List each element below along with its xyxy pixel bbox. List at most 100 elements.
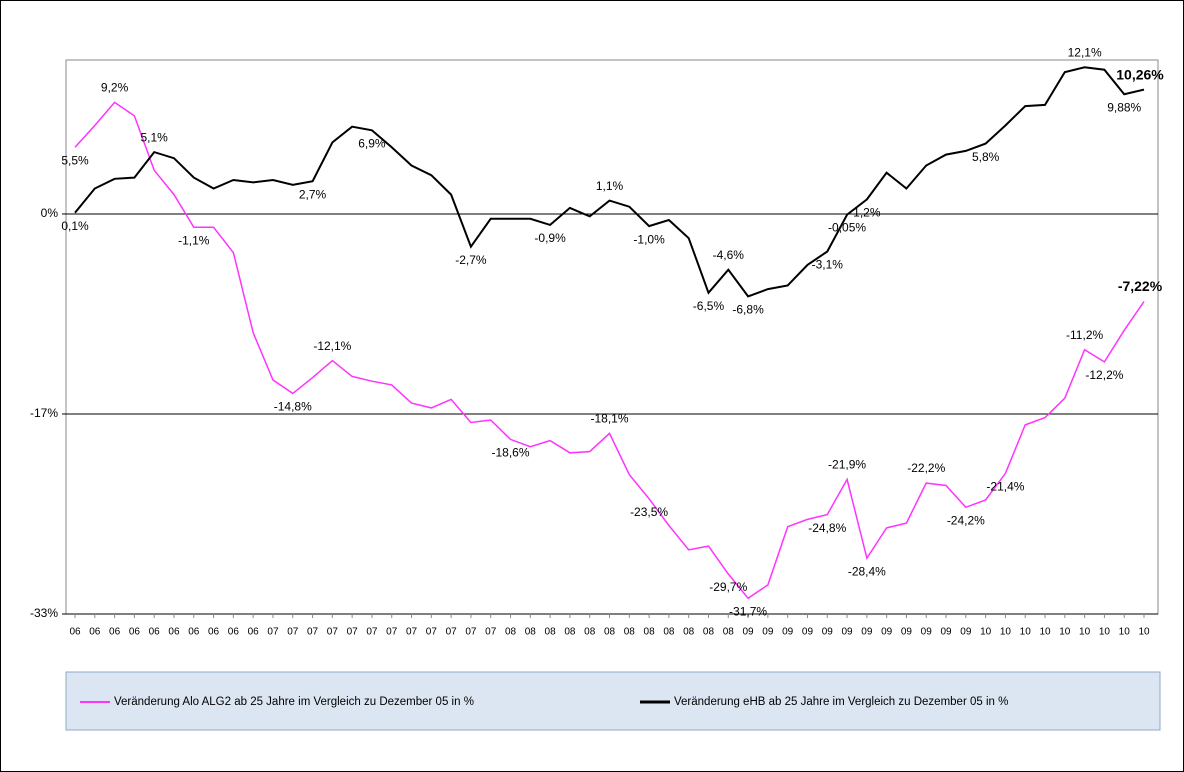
x-tick-label: 06	[228, 627, 240, 638]
data-label: 12,1%	[1068, 45, 1102, 59]
x-tick-label: 10	[1000, 627, 1012, 638]
x-tick-label: 09	[802, 627, 814, 638]
x-tick-label: 08	[545, 627, 557, 638]
x-tick-label: 09	[762, 627, 774, 638]
data-label: -12,1%	[313, 339, 351, 353]
x-tick-label: 07	[307, 627, 319, 638]
x-tick-label: 07	[267, 627, 279, 638]
data-label: -12,2%	[1085, 368, 1123, 382]
x-tick-label: 07	[465, 627, 477, 638]
x-tick-label: 09	[921, 627, 933, 638]
data-label: -3,1%	[812, 258, 844, 272]
data-label: 0,1%	[61, 219, 89, 233]
data-label: -22,2%	[907, 461, 945, 475]
data-label: -23,5%	[630, 505, 668, 519]
x-tick-label: 08	[723, 627, 735, 638]
x-tick-label: 09	[960, 627, 972, 638]
x-tick-label: 10	[1119, 627, 1131, 638]
data-label: 2,7%	[299, 187, 327, 201]
x-tick-label: 08	[505, 627, 517, 638]
x-tick-label: 07	[366, 627, 378, 638]
series-line	[74, 101, 1145, 600]
x-tick-label: 09	[901, 627, 913, 638]
data-label: -0,9%	[534, 231, 566, 245]
x-tick-label: 08	[624, 627, 636, 638]
x-tick-label: 08	[604, 627, 616, 638]
x-tick-label: 07	[446, 627, 458, 638]
data-label: 9,2%	[101, 81, 129, 95]
x-tick-label: 08	[703, 627, 715, 638]
x-tick-label: 07	[485, 627, 497, 638]
x-tick-label: 07	[327, 627, 339, 638]
x-tick-label: 06	[208, 627, 220, 638]
x-tick-label: 08	[564, 627, 576, 638]
y-tick-label: -17%	[30, 406, 58, 420]
data-label: -1,0%	[633, 232, 665, 246]
data-label: 6,9%	[358, 136, 386, 150]
data-label: -0,05%	[828, 221, 866, 235]
data-label: -2,7%	[455, 253, 487, 267]
x-tick-label: 10	[1138, 627, 1150, 638]
x-tick-label: 09	[822, 627, 834, 638]
x-tick-label: 10	[1039, 627, 1051, 638]
data-label: 5,8%	[972, 150, 1000, 164]
x-tick-label: 08	[663, 627, 675, 638]
x-tick-label: 06	[129, 627, 141, 638]
x-tick-label: 10	[1099, 627, 1111, 638]
x-tick-label: 10	[1059, 627, 1071, 638]
data-label: -7,22%	[1118, 278, 1163, 294]
data-label: -6,5%	[693, 299, 725, 313]
data-label: -24,8%	[808, 521, 846, 535]
data-label: -29,7%	[709, 580, 747, 594]
data-label: -6,8%	[732, 303, 764, 317]
x-tick-label: 06	[168, 627, 180, 638]
data-label: -4,6%	[713, 248, 745, 262]
x-tick-label: 06	[89, 627, 101, 638]
data-label: 10,26%	[1116, 66, 1164, 82]
x-tick-label: 06	[188, 627, 200, 638]
x-tick-label: 09	[940, 627, 952, 638]
data-label: -14,8%	[274, 400, 312, 414]
x-tick-label: 09	[861, 627, 873, 638]
x-tick-label: 09	[841, 627, 853, 638]
data-label: 1,2%	[853, 206, 881, 220]
x-tick-label: 10	[1020, 627, 1032, 638]
data-label: -21,4%	[986, 480, 1024, 494]
data-label: 5,5%	[61, 153, 89, 167]
x-tick-label: 06	[248, 627, 260, 638]
data-label: -31,7%	[729, 604, 767, 618]
x-tick-label: 08	[644, 627, 656, 638]
data-label: -1,1%	[178, 233, 210, 247]
x-tick-label: 08	[683, 627, 695, 638]
data-label: 5,1%	[141, 130, 169, 144]
x-tick-label: 08	[584, 627, 596, 638]
x-tick-label: 09	[743, 627, 755, 638]
data-label: 1,1%	[596, 179, 624, 193]
data-label: -24,2%	[947, 513, 985, 527]
data-label: -18,6%	[492, 446, 530, 460]
data-label: 9,88%	[1107, 100, 1141, 114]
x-tick-label: 06	[69, 627, 81, 638]
x-tick-label: 09	[881, 627, 893, 638]
y-tick-label: -33%	[30, 606, 58, 620]
x-tick-label: 10	[1079, 627, 1091, 638]
data-label: -21,9%	[828, 458, 866, 472]
x-tick-label: 08	[525, 627, 537, 638]
x-tick-label: 07	[386, 627, 398, 638]
series-line	[74, 66, 1145, 298]
data-label: -11,2%	[1066, 328, 1103, 342]
legend-label: Veränderung Alo ALG2 ab 25 Jahre im Verg…	[114, 696, 474, 708]
x-tick-label: 09	[782, 627, 794, 638]
data-label: -18,1%	[590, 412, 628, 426]
x-tick-label: 06	[149, 627, 161, 638]
x-tick-label: 07	[347, 627, 359, 638]
legend-box	[65, 671, 1161, 731]
legend-label: Veränderung eHB ab 25 Jahre im Vergleich…	[674, 696, 1008, 708]
data-label: -28,4%	[848, 564, 886, 578]
y-tick-label: 0%	[41, 206, 59, 220]
x-tick-label: 10	[980, 627, 992, 638]
x-tick-label: 07	[426, 627, 438, 638]
x-tick-label: 06	[109, 627, 121, 638]
